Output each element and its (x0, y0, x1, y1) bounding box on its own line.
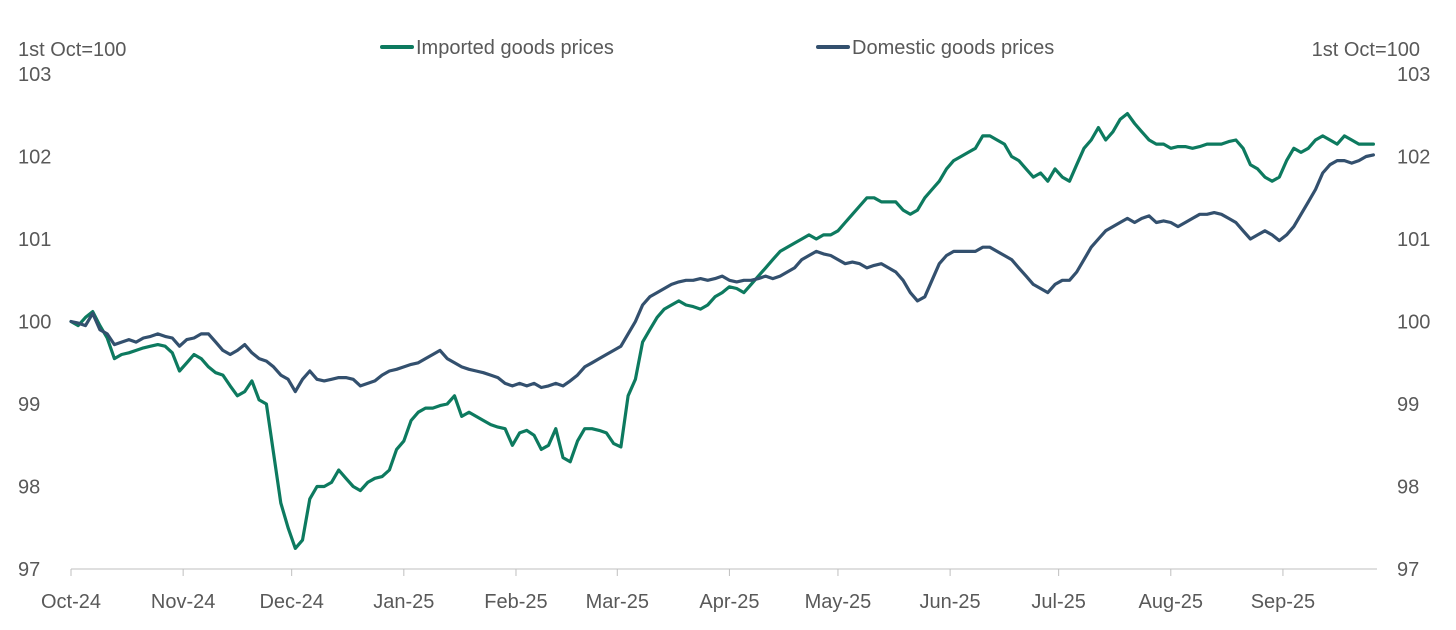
x-tick-label: May-25 (805, 591, 872, 613)
y-tick-label-left: 99 (18, 394, 40, 416)
legend-label-domestic: Domestic goods prices (852, 37, 1054, 59)
x-tick-label: Aug-25 (1139, 591, 1204, 613)
plot-area (69, 111, 1376, 551)
left-axis-unit-label: 1st Oct=100 (18, 39, 126, 61)
x-tick-label: Dec-24 (259, 591, 323, 613)
series-line-domestic (69, 153, 1376, 394)
x-tick-label: Apr-25 (699, 591, 759, 613)
y-tick-label-right: 98 (1397, 477, 1419, 499)
axes: Oct-24 Nov-24 Dec-24 Jan-25 Feb-25 Mar-25 Apr-… (18, 64, 1430, 613)
x-tick-label: Jul-25 (1031, 591, 1085, 613)
x-tick-label: Mar-25 (586, 591, 649, 613)
y-tick-label-right: 102 (1397, 147, 1430, 169)
y-tick-label-left: 98 (18, 477, 40, 499)
chart-header: 1st Oct=100 1st Oct=100 (18, 39, 1420, 61)
y-tick-label-right: 97 (1397, 559, 1419, 581)
legend: Imported goods prices Domestic goods pri… (380, 37, 1054, 59)
series-line-imported (69, 111, 1376, 551)
x-tick-label: Oct-24 (41, 591, 101, 613)
legend-label-imported: Imported goods prices (416, 37, 614, 59)
x-tick-label: Sep-25 (1251, 591, 1316, 613)
y-tick-label-right: 99 (1397, 394, 1419, 416)
y-tick-label-right: 103 (1397, 64, 1430, 86)
x-tick-label: Nov-24 (151, 591, 215, 613)
y-tick-label-left: 97 (18, 559, 40, 581)
y-tick-label-right: 101 (1397, 229, 1430, 251)
right-axis-unit-label: 1st Oct=100 (1312, 39, 1420, 61)
y-tick-label-left: 103 (18, 64, 51, 86)
x-tick-label: Jun-25 (920, 591, 981, 613)
y-tick-label-left: 100 (18, 312, 51, 334)
y-tick-label-left: 102 (18, 147, 51, 169)
x-tick-label: Jan-25 (373, 591, 434, 613)
y-tick-label-left: 101 (18, 229, 51, 251)
x-tick-label: Feb-25 (484, 591, 547, 613)
y-tick-label-right: 100 (1397, 312, 1430, 334)
